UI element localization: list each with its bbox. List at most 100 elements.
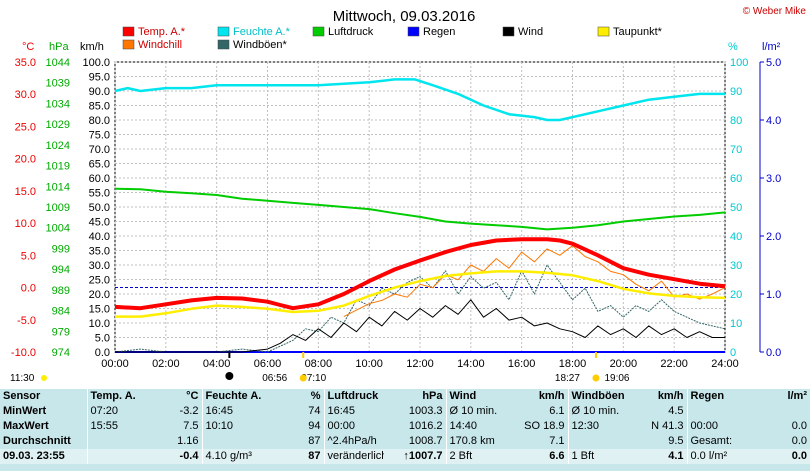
- humidity-tick-label: 30: [730, 260, 742, 272]
- table-cell: [749, 404, 810, 419]
- table-cell: -0.4: [147, 449, 202, 464]
- legend-swatch: [122, 26, 135, 37]
- pressure-tick-label: 1019: [46, 161, 70, 173]
- table-cell: 9.5: [668, 435, 684, 447]
- pressure-tick-label: 979: [52, 326, 70, 338]
- series-line-windböen: [114, 264, 726, 353]
- rain-tick-label: 5.0: [766, 57, 781, 69]
- header-humidity: Feuchte A.: [201, 389, 264, 404]
- stats-row-max: MaxWert 15:55 7.5 10:10 94 00:00 1016.2 …: [0, 419, 810, 434]
- time-tick-label: 14:00: [457, 358, 485, 370]
- sunset2-time: 19:06: [604, 373, 629, 384]
- pressure-tick-label: 1004: [46, 223, 70, 235]
- time-tick-label: 10:00: [355, 358, 383, 370]
- header-wind-unit: km/h: [538, 390, 565, 402]
- temp-tick-label: 0.0: [21, 283, 36, 295]
- row-label: MinWert: [3, 405, 47, 417]
- table-cell: ^2.4hPa/h: [323, 434, 384, 449]
- time-tick-label: 08:00: [305, 358, 333, 370]
- header-rain: Regen: [686, 389, 749, 404]
- legend-label: Regen: [423, 26, 455, 38]
- row-label: 09.03. 23:55: [0, 449, 87, 464]
- table-cell: 0.0 l/m²: [686, 449, 749, 464]
- wind-tick-label: 55.0: [89, 188, 110, 200]
- table-cell: 6.1: [549, 405, 565, 417]
- wind-tick-label: 100.0: [82, 57, 110, 69]
- pressure-tick-label: 1014: [46, 181, 70, 193]
- rain-tick-label: 3.0: [766, 173, 781, 185]
- up-arrow-icon: ↑: [403, 450, 409, 462]
- wind-tick-label: 15.0: [89, 304, 110, 316]
- legend-swatch: [312, 26, 325, 37]
- temp-tick-label: 25.0: [15, 121, 36, 133]
- series-line-taupunkt: [115, 270, 726, 318]
- wind-tick-label: 80.0: [89, 115, 110, 127]
- wind-tick-label: 70.0: [89, 144, 110, 156]
- series-line-luftdruck: [114, 187, 726, 231]
- legend-label: Windböen*: [233, 39, 288, 51]
- chart-title: Mittwoch, 09.03.2016: [333, 8, 476, 25]
- header-temp: Temp. A.: [86, 389, 147, 404]
- table-cell: Ø 10 min.: [445, 404, 508, 419]
- table-cell: 87: [308, 435, 321, 447]
- header-wind: Wind: [445, 389, 508, 404]
- rain-tick-label: 4.0: [766, 115, 781, 127]
- pressure-tick-label: 974: [52, 347, 70, 359]
- temp-tick-label: 35.0: [15, 57, 36, 69]
- sunrise-time: 06:56: [262, 373, 287, 384]
- table-cell: 4.10 g/m³: [201, 449, 264, 464]
- time-tick-label: 20:00: [610, 358, 638, 370]
- table-cell: 12:30: [567, 419, 630, 434]
- time-tick-label: 18:00: [559, 358, 587, 370]
- pressure-tick-label: 999: [52, 243, 70, 255]
- header-humidity-unit: %: [310, 390, 321, 402]
- table-cell: Gesamt:: [686, 434, 749, 449]
- header-gusts-unit: km/h: [657, 390, 684, 402]
- humidity-tick-label: 40: [730, 231, 742, 243]
- table-cell: 1003.3: [408, 405, 443, 417]
- humidity-tick-label: 100: [730, 57, 748, 69]
- sunset-time: 18:27: [555, 373, 580, 384]
- legend-swatch: [597, 26, 610, 37]
- table-cell: [86, 434, 147, 449]
- wind-tick-label: 40.0: [89, 231, 110, 243]
- wind-tick-label: 85.0: [89, 101, 110, 113]
- copyright-label: © Weber Mike: [743, 6, 807, 17]
- humidity-tick-label: 70: [730, 144, 742, 156]
- table-cell: ↑1007.7: [384, 449, 446, 464]
- time-tick-label: 16:00: [508, 358, 536, 370]
- wind-tick-label: 30.0: [89, 260, 110, 272]
- legend-swatch: [502, 26, 515, 37]
- wind-tick-label: 95.0: [89, 72, 110, 84]
- table-cell: 1.16: [177, 435, 199, 447]
- table-cell: 0.0: [749, 449, 810, 464]
- sun-moon-events: 11:30 06:56 07:10 18:27 19:06: [10, 352, 630, 384]
- header-temp-unit: °C: [186, 390, 199, 402]
- stats-panel: Sensor Temp. A. °C Feuchte A. % Luftdruc…: [0, 389, 810, 471]
- sunrise2-time: 07:10: [301, 373, 326, 384]
- table-cell: N 41.3: [651, 420, 684, 432]
- table-cell: SO 18.9: [524, 420, 565, 432]
- axis-ticks: 35.0 30.0 25.0 20.0 15.0 10.0 5.0 0.0 -5.0 -10.0 1…: [11, 57, 781, 370]
- table-cell: 2 Bft: [445, 449, 508, 464]
- humidity-unit-label: %: [728, 41, 738, 53]
- temp-tick-label: -10.0: [11, 347, 36, 359]
- header-sensor: Sensor: [3, 390, 41, 402]
- stats-table: Sensor Temp. A. °C Feuchte A. % Luftdruc…: [0, 389, 810, 464]
- table-cell: -3.2: [179, 405, 199, 417]
- humidity-tick-label: 80: [730, 115, 742, 127]
- sunrise-icon: [299, 374, 307, 382]
- table-cell: 14:40: [445, 419, 508, 434]
- time-tick-label: 00:00: [101, 358, 129, 370]
- pressure-tick-label: 1029: [46, 119, 70, 131]
- pressure-tick-label: 1024: [46, 140, 70, 152]
- table-cell: [686, 404, 749, 419]
- legend-label: Temp. A.*: [138, 26, 186, 38]
- rain-tick-label: 1.0: [766, 289, 781, 301]
- moon-icon: [41, 375, 47, 381]
- table-cell: 07:20: [86, 404, 147, 419]
- table-cell: 00:00: [686, 419, 749, 434]
- time-tick-label: 06:00: [254, 358, 282, 370]
- legend-label: Windchill: [138, 39, 182, 51]
- temp-tick-label: 5.0: [21, 250, 36, 262]
